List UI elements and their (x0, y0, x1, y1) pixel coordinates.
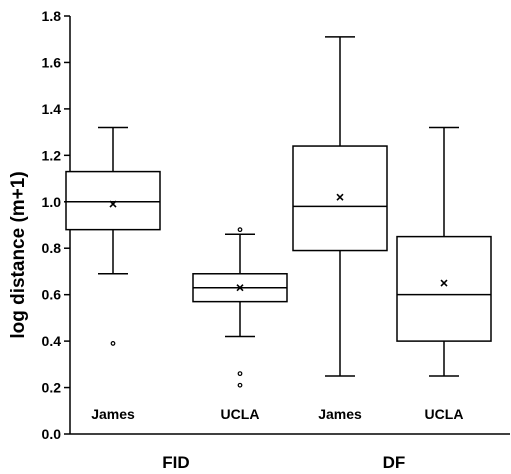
y-tick-label: 1.2 (42, 147, 62, 163)
category-label: UCLA (425, 406, 464, 422)
box-df-ucla (396, 126, 492, 377)
iqr-box (396, 235, 492, 342)
category-label: UCLA (221, 406, 260, 422)
mean-marker (336, 193, 344, 201)
iqr-box (292, 145, 388, 252)
y-ticks: 0.0 0.2 0.4 0.6 0.8 1.0 1.2 1.4 1.6 1.8 (42, 8, 70, 442)
category-label: James (318, 406, 362, 422)
y-tick-label: 0.0 (42, 426, 62, 442)
group-labels: FID DF (162, 453, 405, 472)
iqr-box (65, 170, 161, 231)
category-labels: James UCLA James UCLA (91, 406, 463, 422)
y-tick-label: 0.4 (42, 333, 62, 349)
y-tick-label: 1.0 (42, 194, 62, 210)
category-label: James (91, 406, 135, 422)
y-tick-label: 0.2 (42, 380, 62, 396)
y-tick-label: 1.8 (42, 8, 62, 24)
outlier-point (110, 341, 116, 346)
box-df-james (292, 36, 388, 377)
outlier-point (237, 371, 243, 377)
mean-marker (236, 284, 244, 292)
y-tick-label: 1.6 (42, 54, 62, 70)
y-tick-label: 1.4 (42, 101, 62, 117)
group-label: FID (162, 453, 189, 472)
outlier-point (237, 382, 243, 388)
y-axis-title: log distance (m+1) (8, 171, 29, 338)
outlier-point (237, 227, 243, 233)
boxes (65, 36, 492, 388)
mean-marker (109, 200, 117, 208)
group-label: DF (383, 453, 406, 472)
box-fid-ucla (192, 227, 288, 388)
y-tick-label: 0.6 (42, 287, 62, 303)
y-tick-label: 0.8 (42, 240, 62, 256)
mean-marker (440, 279, 448, 287)
box-fid-james (65, 126, 161, 346)
